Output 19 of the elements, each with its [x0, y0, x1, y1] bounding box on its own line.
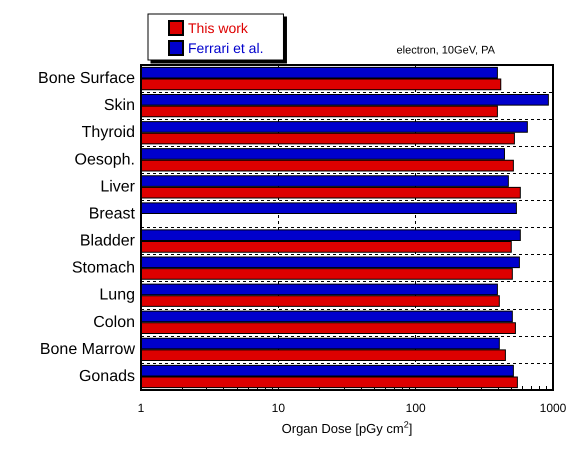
y-tick-label: Oesoph. — [74, 151, 135, 168]
y-tick-label: Stomach — [72, 260, 135, 277]
y-tick-label: Bone Marrow — [40, 340, 136, 358]
y-tick-label: Skin — [104, 97, 135, 114]
x-tick-label: 100 — [406, 401, 426, 415]
legend-label: Ferrari et al. — [188, 40, 264, 56]
y-tick-label: Liver — [100, 178, 136, 196]
y-tick-label: Breast — [88, 205, 136, 222]
legend-label: This work — [188, 20, 249, 36]
x-tick-label: 10 — [272, 401, 286, 415]
y-tick-label: Gonads — [78, 368, 135, 385]
y-tick-label: Colon — [93, 314, 135, 331]
y-tick-label: Bone Surface — [38, 70, 136, 88]
x-tick-label: 1000 — [540, 401, 567, 415]
y-tick-label: Thyroid — [82, 124, 135, 142]
y-tick-label: Bladder — [80, 232, 136, 250]
text: electron, 10GeV, PA — [396, 44, 496, 56]
x-tick-label: 1 — [138, 401, 145, 415]
y-tick-label: Lung — [99, 286, 135, 304]
